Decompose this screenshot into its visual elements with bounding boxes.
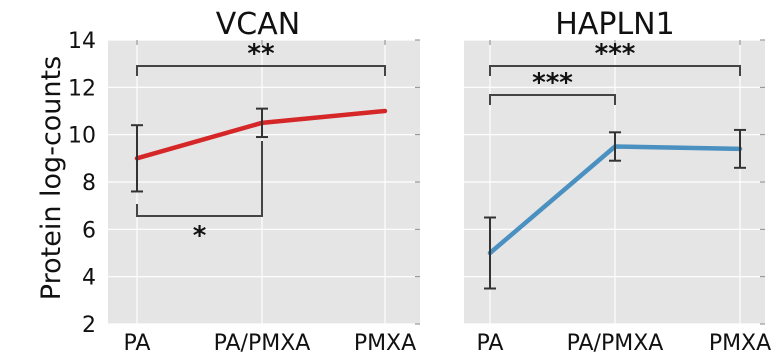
vcan-y-tick-label: 14 xyxy=(68,29,96,54)
hapln1-x-tick-label: PA xyxy=(477,331,504,356)
vcan-significance-label: * xyxy=(193,221,207,251)
vcan-y-tick-label: 10 xyxy=(68,124,96,149)
hapln1-significance-bracket xyxy=(489,65,741,76)
vcan-significance-label: ** xyxy=(247,39,275,69)
hapln1-significance-label: *** xyxy=(595,39,636,69)
vcan-x-tick-label: PA/PMXA xyxy=(214,331,311,356)
vcan-significance-bracket xyxy=(136,141,263,217)
vcan-x-tick-label: PA xyxy=(124,331,151,356)
vcan-title: VCAN xyxy=(216,7,300,42)
vcan-x-tick-label: PMXA xyxy=(354,331,416,356)
hapln1-title: HAPLN1 xyxy=(555,7,674,42)
vcan-y-tick-label: 8 xyxy=(82,171,96,196)
hapln1-significance-label: *** xyxy=(532,68,573,98)
vcan-y-tick-label: 12 xyxy=(68,76,96,101)
vcan-significance-bracket xyxy=(136,65,386,76)
vcan-y-tick-label: 6 xyxy=(82,218,96,243)
hapln1-x-tick-label: PA/PMXA xyxy=(567,331,664,356)
hapln1-significance-bracket xyxy=(489,94,616,105)
hapln1-x-tick-label: PMXA xyxy=(709,331,771,356)
vcan-y-tick-label: 4 xyxy=(82,266,96,291)
y-axis-label: Protein log-counts xyxy=(36,56,67,300)
hapln1-panel: HAPLN1 PA PA/PMXA PMXA *** *** xyxy=(464,7,771,356)
vcan-y-tick-label: 2 xyxy=(82,313,96,338)
